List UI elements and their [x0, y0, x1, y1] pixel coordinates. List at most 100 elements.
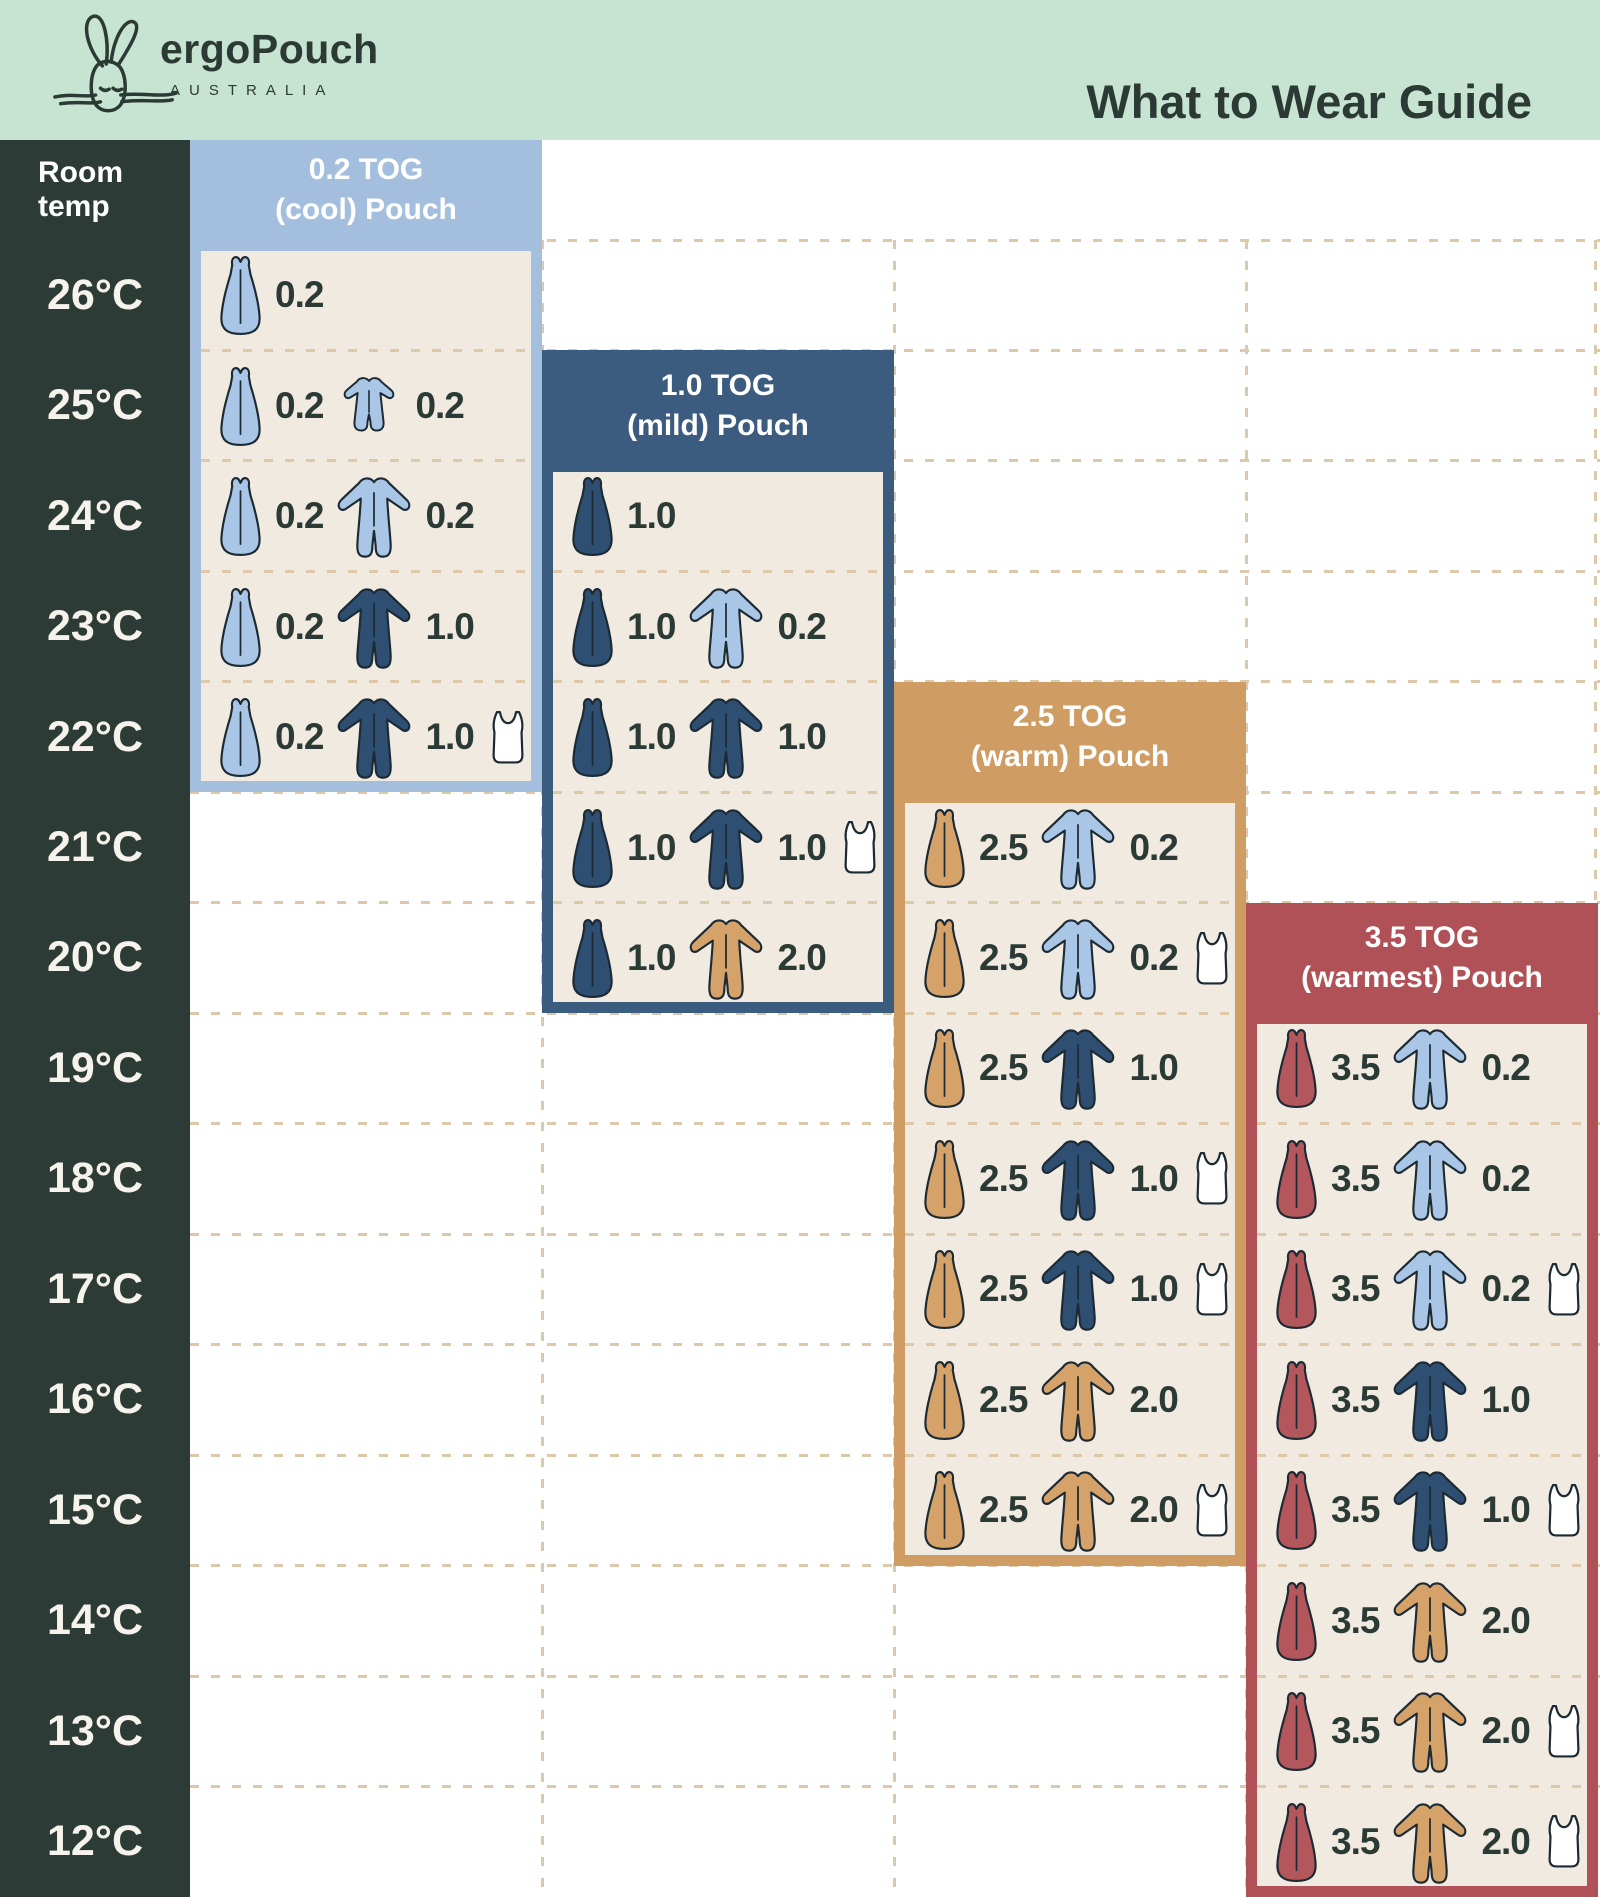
row-separator [905, 1122, 1235, 1126]
romper-icon [338, 477, 411, 558]
tog-value-label: 0.2 [777, 605, 826, 647]
room-temp-label: Room temp [38, 155, 123, 224]
tog-value-label: 2.0 [1481, 1710, 1530, 1752]
row-separator [201, 569, 531, 573]
tog-value-label: 0.2 [275, 384, 324, 426]
room-temp-15c: 15°C [46, 1485, 144, 1534]
singlet-icon [1548, 1262, 1580, 1316]
row-separator [1257, 1343, 1587, 1347]
guide-row-3-5-17c: 3.5 0.2 [1257, 1234, 1587, 1344]
block-frame [190, 240, 542, 251]
singlet-icon [1196, 1152, 1228, 1205]
brand-name: ergoPouch [160, 26, 379, 72]
tog-value-label: 3.5 [1331, 1599, 1380, 1641]
romper-icon [1042, 1140, 1115, 1221]
tog-block-content-3-5: 3.5 0.2 3.5 0.2 3.5 0.2 3.5 1.0 3.5 1.0 3.5 2.0 3.5 2… [1246, 1013, 1598, 1897]
bunny-logo-icon [53, 14, 178, 113]
romper-icon [1394, 1803, 1467, 1884]
block-frame [1246, 1013, 1257, 1897]
block-frame [542, 460, 894, 472]
sleeping-pouch-icon [1276, 1581, 1317, 1661]
room-temp-23c: 23°C [46, 602, 144, 651]
tog-block-header-1-0: 1.0 TOG (mild) Pouch [542, 350, 894, 461]
guide-row-2-5-16c: 2.5 2.0 [905, 1345, 1235, 1455]
romper-icon [690, 808, 763, 890]
block-frame [190, 781, 542, 793]
tog-value-label: 2.5 [979, 1489, 1028, 1531]
row-separator [553, 790, 883, 794]
tog-value-label: 1.0 [1129, 1268, 1178, 1310]
row-separator [905, 1453, 1235, 1457]
row-separator [1257, 1785, 1587, 1789]
row-separator [1257, 1674, 1587, 1678]
sleeping-pouch-icon [220, 698, 261, 778]
tog-value-label: 0.2 [275, 495, 324, 537]
tog-value-label: 2.5 [979, 1268, 1028, 1310]
tog-value-label: 1.0 [777, 826, 826, 868]
guide-row-1-0-22c: 1.0 1.0 [553, 682, 883, 792]
sleeping-pouch-icon [220, 256, 261, 336]
guide-row-3-5-14c: 3.5 2.0 [1257, 1566, 1587, 1676]
singlet-icon [1196, 931, 1228, 985]
guide-row-1-0-21c: 1.0 1.0 [553, 792, 883, 902]
room-temp-header: Room temp [0, 140, 190, 240]
sleeping-pouch-icon [572, 587, 613, 667]
sleeping-pouch-icon [924, 919, 965, 998]
guide-row-1-0-20c: 1.0 2.0 [553, 903, 883, 1013]
tog-value-label: 3.5 [1331, 1378, 1380, 1420]
tog-value-label: 2.5 [979, 826, 1028, 868]
guide-row-0-2-24c: 0.2 0.2 [201, 461, 531, 571]
sleeping-pouch-icon [220, 477, 261, 557]
row-separator [553, 901, 883, 905]
guide-row-3-5-12c: 3.5 2.0 [1257, 1787, 1587, 1897]
romper-icon [1042, 1361, 1115, 1442]
room-temp-22c: 22°C [46, 712, 144, 761]
tog-block-title: 2.5 TOG [1012, 700, 1128, 734]
sleeping-pouch-icon [924, 808, 965, 888]
guide-row-2-5-20c: 2.5 0.2 [905, 903, 1235, 1013]
top-header: ergoPouch AUSTRALIA What to Wear Guide [0, 0, 1600, 140]
tog-value-label: 1.0 [1129, 1047, 1178, 1089]
short-romper-icon [344, 376, 395, 432]
sleeping-pouch-icon [572, 477, 613, 557]
tog-value-label: 2.5 [979, 1157, 1028, 1199]
tog-value-label: 3.5 [1331, 1820, 1380, 1862]
block-frame [1246, 1885, 1598, 1897]
tog-value-label: 1.0 [627, 605, 676, 647]
tog-value-label: 0.2 [415, 384, 464, 426]
tog-value-label: 2.0 [1481, 1599, 1530, 1641]
block-frame [883, 460, 894, 1014]
row-separator [905, 1011, 1235, 1015]
guide-row-1-0-23c: 1.0 0.2 [553, 571, 883, 681]
room-temp-26c: 26°C [46, 270, 144, 319]
room-temp-12c: 12°C [46, 1817, 144, 1866]
sleeping-pouch-icon [572, 808, 613, 888]
tog-value-label: 0.2 [1129, 937, 1178, 978]
block-frame [542, 460, 553, 1014]
guide-row-3-5-19c: 3.5 0.2 [1257, 1013, 1587, 1123]
guide-row-0-2-23c: 0.2 1.0 [201, 571, 531, 681]
romper-icon [1394, 1582, 1467, 1663]
guide-row-3-5-15c: 3.5 1.0 [1257, 1455, 1587, 1565]
tog-block-header-2-5: 2.5 TOG (warm) Pouch [894, 681, 1246, 793]
room-temp-column: Room temp 26°C 25°C 24°C 23°C 22°C 21°C 20°C 19°… [0, 140, 190, 1897]
tog-value-label: 3.5 [1331, 1489, 1380, 1531]
tog-value-label: 3.5 [1331, 1268, 1380, 1310]
row-separator [1257, 1122, 1587, 1126]
tog-block-subtitle: (warmest) Pouch [1301, 961, 1543, 995]
tog-value-label: 2.5 [979, 1047, 1028, 1089]
tog-value-label: 1.0 [1129, 1157, 1178, 1199]
room-temp-16c: 16°C [46, 1375, 144, 1424]
guide-row-0-2-22c: 0.2 1.0 [201, 682, 531, 792]
row-separator [553, 680, 883, 684]
tog-value-label: 3.5 [1331, 1047, 1380, 1089]
grid-line-v [540, 240, 544, 1897]
row-separator [201, 348, 531, 352]
room-temp-24c: 24°C [46, 491, 144, 540]
sleeping-pouch-icon [220, 366, 261, 446]
romper-icon [1394, 1361, 1467, 1442]
tog-value-label: 2.5 [979, 937, 1028, 978]
tog-value-label: 1.0 [425, 716, 474, 758]
block-frame [190, 240, 201, 793]
guide-row-3-5-16c: 3.5 1.0 [1257, 1345, 1587, 1455]
